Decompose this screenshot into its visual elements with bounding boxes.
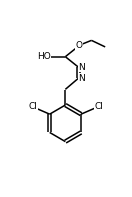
Text: O: O bbox=[75, 41, 82, 50]
Text: HO: HO bbox=[37, 52, 51, 61]
Text: Cl: Cl bbox=[28, 102, 37, 112]
Text: N: N bbox=[78, 74, 85, 83]
Text: N: N bbox=[78, 63, 85, 72]
Text: Cl: Cl bbox=[94, 102, 103, 112]
